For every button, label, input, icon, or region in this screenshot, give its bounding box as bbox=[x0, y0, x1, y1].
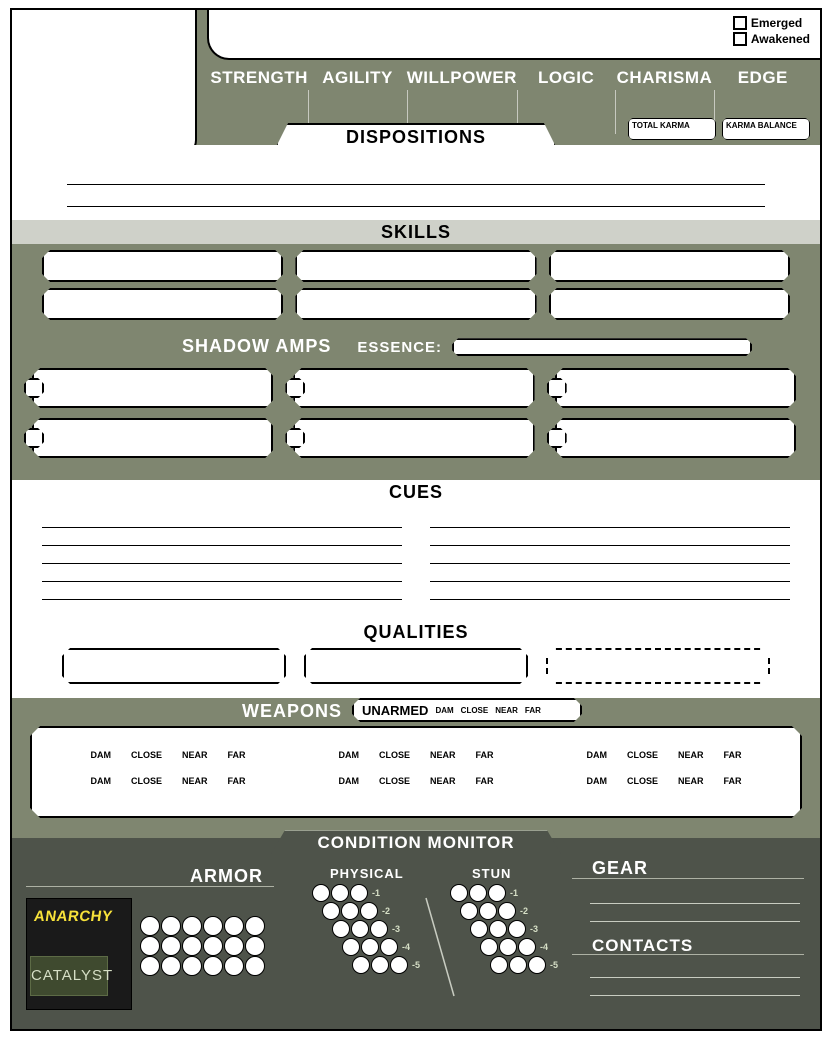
character-sheet: Emerged Awakened STRENGTH AGILITY WILLPO… bbox=[10, 8, 822, 1031]
dispositions-area[interactable] bbox=[12, 145, 820, 220]
skills-header: SKILLS bbox=[12, 220, 820, 244]
skill-slot[interactable] bbox=[549, 288, 790, 320]
amp-slot[interactable] bbox=[32, 368, 273, 408]
unarmed-label: UNARMED bbox=[362, 703, 428, 718]
attr-strength[interactable]: STRENGTH bbox=[210, 68, 308, 128]
amp-slot[interactable] bbox=[555, 418, 796, 458]
type-checkboxes: Emerged Awakened bbox=[733, 16, 810, 48]
range-near: NEAR bbox=[495, 706, 518, 715]
cues-col-left[interactable] bbox=[42, 510, 402, 600]
emerged-label: Emerged bbox=[751, 16, 802, 30]
essence-field[interactable] bbox=[452, 338, 752, 356]
amp-slot[interactable] bbox=[293, 418, 534, 458]
essence-label: ESSENCE: bbox=[357, 339, 442, 356]
catalyst-logo: CATALYST bbox=[30, 956, 108, 996]
weapon-slot[interactable]: DAMCLOSENEARFAR bbox=[44, 742, 292, 768]
weapon-slot[interactable]: DAMCLOSENEARFAR bbox=[44, 768, 292, 794]
weapon-slot[interactable]: DAMCLOSENEARFAR bbox=[540, 742, 788, 768]
anarchy-logo: ANARCHY bbox=[33, 908, 114, 925]
bottom-panel: CONDITION MONITOR ARMOR GEAR CONTACTS PH… bbox=[12, 838, 820, 1029]
range-close: CLOSE bbox=[461, 706, 489, 715]
divider-line bbox=[26, 886, 274, 887]
skill-slot[interactable] bbox=[295, 288, 536, 320]
amp-slot[interactable] bbox=[555, 368, 796, 408]
contacts-lines[interactable] bbox=[590, 960, 800, 996]
gear-label: GEAR bbox=[592, 858, 648, 879]
cues-body bbox=[12, 504, 820, 618]
cues-col-right[interactable] bbox=[430, 510, 790, 600]
armor-track[interactable] bbox=[140, 916, 265, 976]
shadow-amps-label: SHADOW AMPS bbox=[182, 336, 331, 356]
awakened-label: Awakened bbox=[751, 32, 810, 46]
shadow-amps-header: SHADOW AMPS ESSENCE: bbox=[12, 332, 820, 360]
total-karma-label: TOTAL KARMA bbox=[632, 121, 690, 130]
gear-lines[interactable] bbox=[590, 886, 800, 922]
weapons-panel: DAMCLOSENEARFAR DAMCLOSENEARFAR DAMCLOSE… bbox=[30, 726, 802, 818]
quality-slot[interactable] bbox=[304, 648, 528, 684]
skill-slot[interactable] bbox=[42, 250, 283, 282]
stun-track[interactable]: -1-2-3-4-5 bbox=[450, 884, 558, 974]
quality-slot[interactable] bbox=[62, 648, 286, 684]
weapon-slot[interactable]: DAMCLOSENEARFAR bbox=[540, 768, 788, 794]
skill-slot[interactable] bbox=[549, 250, 790, 282]
armor-label: ARMOR bbox=[190, 866, 263, 887]
skill-slot[interactable] bbox=[295, 250, 536, 282]
weapon-slot[interactable]: DAMCLOSENEARFAR bbox=[292, 742, 540, 768]
dispo-line[interactable] bbox=[67, 185, 765, 207]
range-far: FAR bbox=[525, 706, 541, 715]
divider-line bbox=[572, 878, 804, 879]
weapons-label: WEAPONS bbox=[242, 701, 342, 721]
karma-boxes: TOTAL KARMA KARMA BALANCE bbox=[628, 118, 810, 140]
karma-balance-label: KARMA BALANCE bbox=[726, 121, 797, 130]
physical-label: PHYSICAL bbox=[330, 866, 404, 881]
skills-label: SKILLS bbox=[336, 220, 496, 244]
attr-agility[interactable]: AGILITY bbox=[308, 68, 406, 128]
amp-level-box[interactable] bbox=[24, 428, 44, 448]
stun-label: STUN bbox=[472, 866, 511, 881]
range-dam: DAM bbox=[435, 706, 453, 715]
skills-body bbox=[12, 244, 820, 332]
physical-track[interactable]: -1-2-3-4-5 bbox=[312, 884, 420, 974]
dispo-line[interactable] bbox=[67, 163, 765, 185]
contacts-label: CONTACTS bbox=[592, 936, 693, 956]
amp-level-box[interactable] bbox=[24, 378, 44, 398]
emerged-checkbox[interactable] bbox=[733, 16, 747, 30]
shadow-amps-body bbox=[12, 360, 820, 480]
divider-line bbox=[572, 954, 804, 955]
karma-balance-box[interactable]: KARMA BALANCE bbox=[722, 118, 810, 140]
amp-slot[interactable] bbox=[293, 368, 534, 408]
attr-willpower[interactable]: WILLPOWER bbox=[407, 68, 517, 128]
dispositions-label: DISPOSITIONS bbox=[276, 123, 556, 147]
amp-level-box[interactable] bbox=[285, 378, 305, 398]
amp-level-box[interactable] bbox=[547, 428, 567, 448]
amp-level-box[interactable] bbox=[547, 378, 567, 398]
attr-logic[interactable]: LOGIC bbox=[517, 68, 615, 128]
weapon-slot[interactable]: DAMCLOSENEARFAR bbox=[292, 768, 540, 794]
quality-slot-optional[interactable] bbox=[546, 648, 770, 684]
qualities-body bbox=[12, 646, 820, 694]
awakened-checkbox[interactable] bbox=[733, 32, 747, 46]
qualities-label: QUALITIES bbox=[12, 622, 820, 646]
condition-monitor-label: CONDITION MONITOR bbox=[271, 830, 561, 854]
total-karma-box[interactable]: TOTAL KARMA bbox=[628, 118, 716, 140]
amp-slot[interactable] bbox=[32, 418, 273, 458]
name-field[interactable]: Emerged Awakened bbox=[207, 10, 820, 60]
unarmed-box[interactable]: UNARMED DAM CLOSE NEAR FAR bbox=[352, 698, 582, 722]
weapons-area: DAMCLOSENEARFAR DAMCLOSENEARFAR DAMCLOSE… bbox=[12, 724, 820, 820]
skill-slot[interactable] bbox=[42, 288, 283, 320]
cues-label: CUES bbox=[12, 480, 820, 504]
amp-level-box[interactable] bbox=[285, 428, 305, 448]
